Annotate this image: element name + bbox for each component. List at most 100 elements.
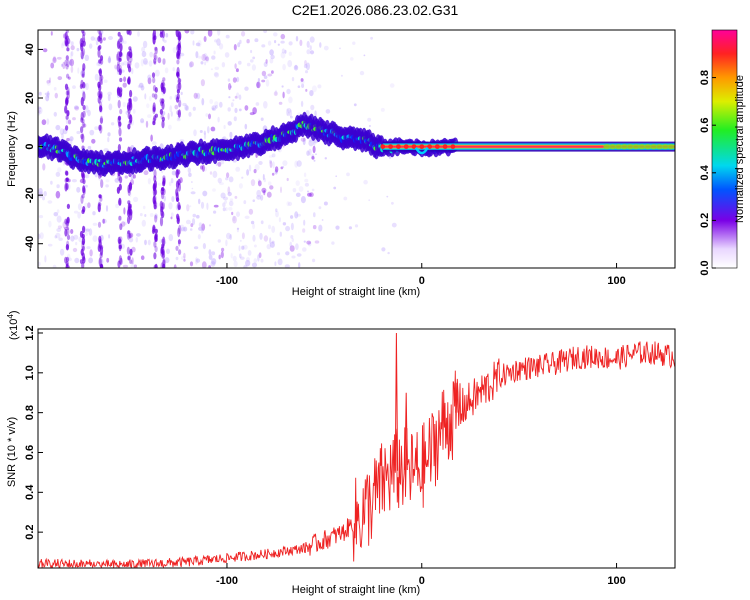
- streak-blob: [80, 42, 84, 52]
- noise-speck: [244, 215, 250, 219]
- streak-blob: [118, 137, 123, 142]
- noise-speck: [200, 79, 205, 87]
- streak-blob: [118, 121, 122, 127]
- noise-speck: [183, 226, 188, 232]
- noise-speck: [98, 30, 104, 36]
- noise-speck: [287, 201, 293, 206]
- noise-speck: [93, 37, 98, 42]
- noise-speck: [226, 232, 231, 240]
- snr-xtick-label: 100: [607, 575, 625, 587]
- noise-speck: [217, 177, 222, 184]
- noise-speck: [263, 235, 269, 242]
- noise-speck: [312, 145, 316, 154]
- noise-speck: [203, 132, 207, 140]
- noise-speck: [305, 62, 310, 71]
- noise-speck: [101, 218, 107, 224]
- streak-blob: [118, 215, 122, 221]
- noise-speck: [210, 68, 213, 71]
- streak-blob: [162, 258, 166, 266]
- streak-blob: [160, 202, 164, 210]
- streak-blob: [99, 79, 103, 86]
- noise-speck: [258, 252, 262, 259]
- noise-speck: [48, 220, 52, 228]
- streak-blob: [151, 93, 155, 98]
- noise-speck: [132, 108, 136, 114]
- noise-speck: [42, 196, 45, 201]
- noise-speck: [143, 58, 148, 65]
- streak-blob: [118, 255, 122, 265]
- noise-speck: [195, 258, 201, 263]
- streak-blob: [127, 76, 131, 85]
- streak-blob: [177, 35, 181, 42]
- noise-speck: [389, 83, 395, 88]
- streak-blob: [65, 39, 69, 47]
- noise-speck: [239, 256, 245, 260]
- noise-speck: [193, 92, 198, 99]
- noise-speck: [225, 34, 230, 39]
- streak-blob: [81, 242, 85, 251]
- noise-speck: [284, 264, 290, 268]
- noise-speck: [303, 64, 308, 69]
- noise-speck: [254, 164, 260, 171]
- noise-speck: [61, 43, 64, 49]
- noise-speck: [136, 233, 141, 237]
- streak-blob: [81, 209, 85, 214]
- noise-speck: [89, 43, 93, 49]
- carrier-dot: [403, 144, 409, 150]
- noise-speck: [46, 79, 51, 86]
- noise-speck: [291, 255, 296, 259]
- noise-speck: [269, 185, 274, 190]
- noise-speck: [286, 201, 290, 207]
- noise-speck: [213, 128, 216, 132]
- noise-speck: [205, 55, 210, 63]
- noise-speck: [178, 103, 181, 108]
- noise-speck: [38, 106, 42, 110]
- noise-speck: [331, 241, 335, 245]
- snr-marks: [38, 332, 675, 568]
- noise-speck: [386, 195, 389, 198]
- noise-speck: [275, 208, 278, 212]
- noise-speck: [308, 148, 312, 156]
- noise-speck: [232, 255, 237, 262]
- noise-speck: [235, 166, 241, 172]
- spectrogram-xtick-label: 100: [607, 275, 625, 287]
- noise-speck: [178, 97, 182, 104]
- noise-speck: [92, 211, 96, 216]
- streak-blob: [177, 227, 181, 238]
- noise-speck: [98, 177, 102, 181]
- noise-speck: [147, 77, 152, 85]
- noise-speck: [208, 249, 212, 256]
- streak-blob: [176, 89, 180, 94]
- noise-speck: [168, 124, 172, 130]
- noise-speck: [189, 228, 193, 231]
- noise-speck: [159, 239, 162, 244]
- streak-blob: [82, 110, 86, 118]
- noise-speck: [363, 179, 368, 185]
- noise-speck: [137, 31, 140, 37]
- noise-speck: [333, 186, 337, 190]
- noise-speck: [271, 172, 275, 176]
- noise-speck: [57, 167, 62, 173]
- noise-speck: [107, 137, 110, 143]
- noise-speck: [56, 184, 60, 189]
- noise-speck: [267, 181, 272, 186]
- noise-speck: [47, 243, 53, 247]
- streak-blob: [161, 30, 165, 39]
- noise-speck: [106, 257, 110, 263]
- streak-blob: [98, 194, 102, 199]
- noise-speck: [250, 59, 254, 63]
- noise-speck: [70, 51, 73, 59]
- noise-speck: [285, 225, 291, 232]
- noise-speck: [288, 51, 292, 56]
- noise-speck: [214, 72, 220, 78]
- noise-speck: [296, 253, 302, 257]
- noise-speck: [233, 116, 237, 122]
- noise-speck: [302, 228, 306, 233]
- noise-speck: [306, 49, 311, 55]
- noise-speck: [256, 195, 261, 200]
- noise-speck: [257, 78, 260, 83]
- spectrogram-frame: [37, 29, 676, 269]
- noise-speck: [83, 202, 89, 209]
- noise-speck: [123, 207, 126, 215]
- noise-speck: [105, 179, 110, 183]
